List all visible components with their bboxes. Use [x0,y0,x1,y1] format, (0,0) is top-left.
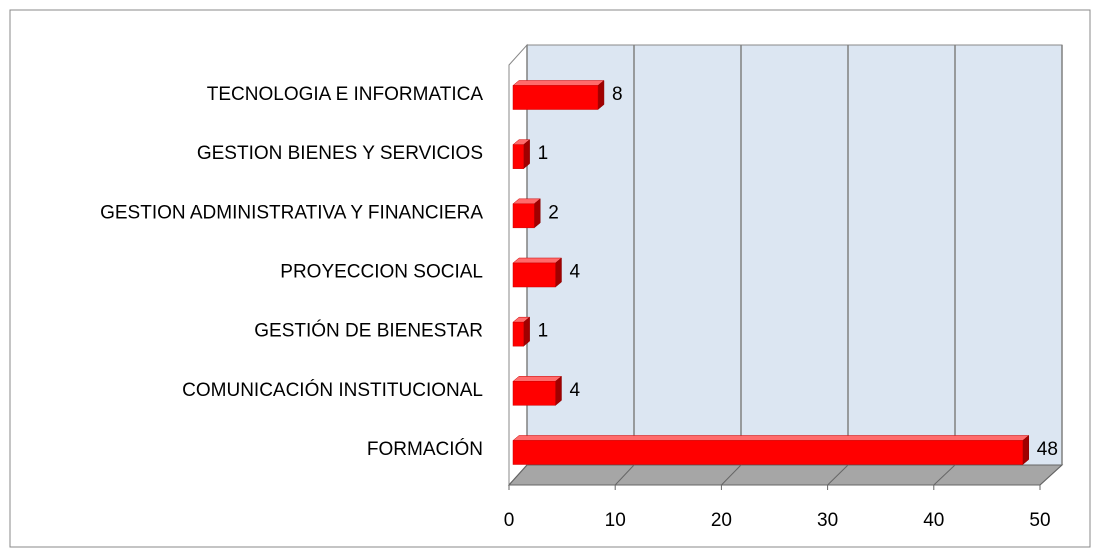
bar-side [1022,434,1030,466]
bar-side [533,198,541,229]
bar [512,262,556,288]
y-tick-label: GESTION BIENES Y SERVICIOS [197,143,483,164]
data-label: 1 [538,321,549,342]
data-label: 8 [612,84,623,105]
floor-grid-line [614,464,635,486]
y-tick-label: TECNOLOGIA E INFORMATICA [207,84,484,105]
floor [507,464,1064,486]
x-tick-label: 50 [1029,510,1050,531]
bar-side [597,79,605,111]
bar-side [555,257,562,288]
floor-grid-line [721,464,742,486]
x-tick-label: 30 [817,510,838,531]
y-tick-label: FORMACIÓN [367,438,483,460]
data-label: 1 [538,143,549,164]
y-tick-label: GESTION ADMINISTRATIVA Y FINANCIERA [100,202,483,223]
bar-top [512,435,1030,441]
x-tick-label: 10 [605,510,626,531]
floor-grid-line [1039,464,1063,486]
bar-side [523,316,530,347]
y-tick-label: COMUNICACIÓN INSTITUCIONAL [182,379,483,401]
x-tick-label: 20 [711,510,732,531]
y-tick-label: GESTIÓN DE BIENESTAR [254,320,483,342]
bar-top [512,257,563,264]
data-label: 4 [569,262,580,283]
bar [512,203,535,229]
bar [512,85,599,110]
bar [512,440,1024,465]
floor-grid-line [508,464,528,486]
data-label: 2 [548,202,559,223]
bar [512,381,556,406]
data-label: 48 [1037,439,1058,460]
bar-side [523,139,530,170]
back-wall [526,44,1063,466]
x-tick-label: 0 [504,510,515,531]
bar-side [555,375,562,406]
x-tick-label: 40 [923,510,944,531]
y-tick-label: PROYECCION SOCIAL [280,262,483,283]
floor-grid-line [933,464,956,486]
bar-top [512,376,563,382]
data-label: 4 [569,380,580,401]
bar-top [512,80,605,86]
bar [512,321,524,347]
bar [512,144,524,169]
floor-grid-line [827,464,849,486]
